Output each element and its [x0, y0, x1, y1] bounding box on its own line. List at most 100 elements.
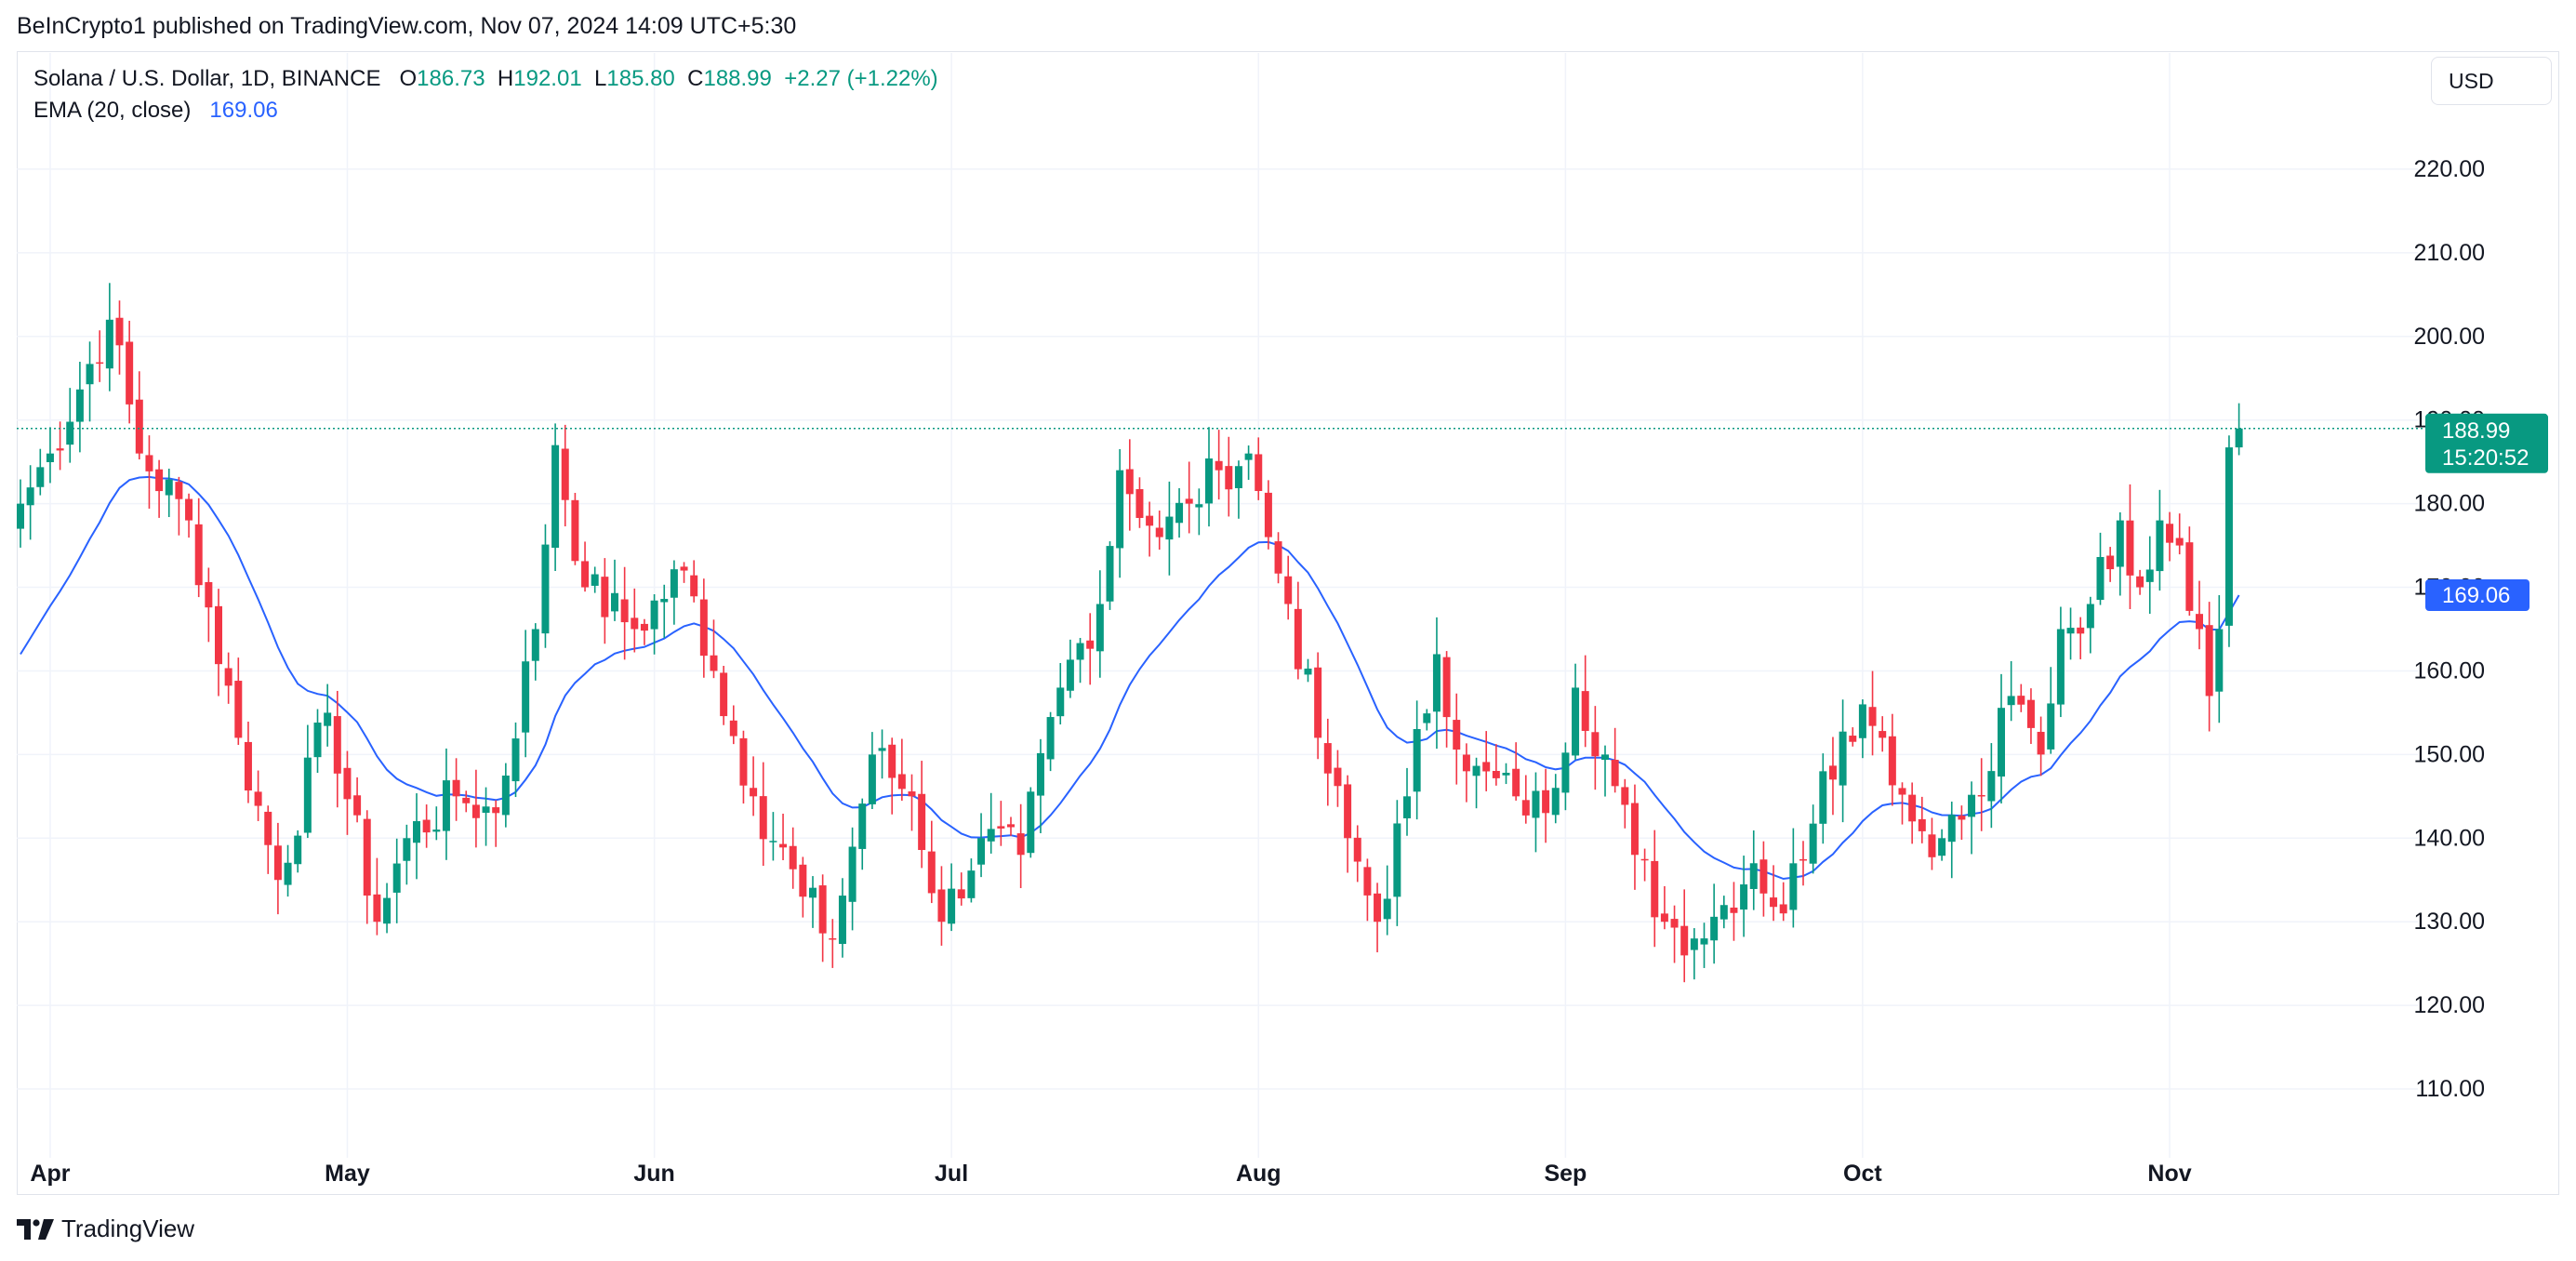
candle [234, 657, 243, 745]
candle [1720, 896, 1728, 929]
candle [75, 362, 84, 453]
published-by: BeInCrypto1 published on TradingView.com… [17, 13, 797, 39]
price-axis[interactable]: 110.00120.00130.00140.00150.00160.00170.… [2414, 156, 2485, 1102]
candle [1095, 570, 1104, 678]
candle [1561, 742, 1570, 811]
candle [660, 584, 669, 639]
close-label: C [687, 66, 704, 91]
candle [1155, 511, 1163, 551]
candle-body [1076, 643, 1084, 660]
candle-body [452, 779, 460, 797]
symbol-title[interactable]: Solana / U.S. Dollar, 1D, BINANCE [33, 66, 381, 91]
candle [1234, 460, 1242, 519]
candle [1512, 742, 1520, 801]
candle-body [403, 838, 411, 861]
candle [1185, 461, 1193, 534]
candle-body [383, 897, 392, 924]
candle-body [571, 499, 579, 562]
candle-body [1432, 654, 1441, 712]
candle [1363, 858, 1372, 922]
y-tick-label: 140.00 [2414, 825, 2485, 851]
candle-body [86, 364, 94, 385]
candle-body [1759, 859, 1768, 894]
candle [1759, 841, 1768, 917]
candle-body [1581, 691, 1589, 731]
change-value: +2.27 (+1.22%) [784, 66, 938, 91]
candle-body [26, 487, 34, 506]
candle [1472, 757, 1481, 809]
candle-body [1225, 466, 1233, 490]
candle [86, 341, 94, 422]
candle-body [75, 389, 84, 422]
candle [690, 560, 698, 603]
candle-body [1393, 823, 1401, 897]
candle [789, 827, 797, 889]
candle-body [897, 774, 906, 790]
candle-body [818, 885, 827, 934]
candle [1106, 541, 1114, 610]
candle-body [1611, 759, 1619, 787]
candle [264, 805, 272, 874]
candle [1244, 445, 1253, 480]
candle-body [838, 896, 846, 945]
candle-body [1383, 898, 1391, 920]
candle [1492, 744, 1500, 786]
candle-body [1670, 919, 1679, 928]
candle [2196, 580, 2203, 650]
candle-body [640, 623, 648, 631]
candle [1651, 830, 1659, 948]
candle [1928, 817, 1936, 870]
candle [2185, 526, 2194, 617]
candle-body [501, 776, 510, 816]
candle-body [1630, 803, 1639, 856]
candle-body [1928, 834, 1936, 857]
candle-body [46, 453, 54, 462]
candle-body [2077, 627, 2085, 634]
candle-body [2205, 625, 2213, 697]
chart-frame[interactable] [17, 51, 2559, 1195]
candle-body [581, 561, 590, 588]
candle [1710, 883, 1719, 964]
candle-body [927, 851, 936, 894]
candle-body [1918, 818, 1926, 831]
candle-body [333, 716, 341, 774]
candle-body [2145, 569, 2154, 582]
candle-body [769, 841, 777, 843]
currency-selector[interactable]: USD [2431, 57, 2552, 105]
candle [26, 465, 34, 540]
candle [1165, 481, 1174, 576]
candle [1007, 816, 1015, 836]
candle-body [1284, 576, 1293, 604]
candle [1146, 501, 1154, 557]
candle [126, 320, 134, 424]
candle-body [1007, 824, 1015, 828]
candle [2145, 536, 2154, 614]
candle-body [1730, 907, 1738, 913]
candle-body [482, 806, 490, 814]
tradingview-logo[interactable]: TradingView [17, 1215, 194, 1243]
candle-body [1185, 498, 1193, 504]
candle-body [908, 791, 916, 797]
time-axis[interactable]: Apr May Jun Jul Aug Sep Oct Nov [30, 1161, 2191, 1187]
x-tick-label: Jul [935, 1161, 968, 1187]
candle-body [948, 888, 956, 924]
candle [115, 300, 124, 375]
x-tick-label: Sep [1544, 1161, 1587, 1187]
candle-body [1789, 863, 1798, 910]
candle-body [105, 319, 113, 369]
ema-label[interactable]: EMA (20, close) [33, 98, 192, 123]
x-tick-label: Aug [1236, 1161, 1281, 1187]
candle-body [551, 445, 560, 549]
candle-body [729, 720, 737, 737]
candle [531, 623, 539, 681]
candle [1977, 758, 1985, 831]
candle-body [1334, 767, 1342, 787]
candle-body [2056, 629, 2065, 705]
candle [1016, 803, 1025, 889]
candle-body [353, 795, 362, 816]
tradingview-logo-icon [17, 1218, 54, 1240]
open-label: O [399, 66, 418, 91]
chart-legend: Solana / U.S. Dollar, 1D, BINANCE O186.7… [33, 63, 938, 126]
candle [1175, 487, 1184, 538]
